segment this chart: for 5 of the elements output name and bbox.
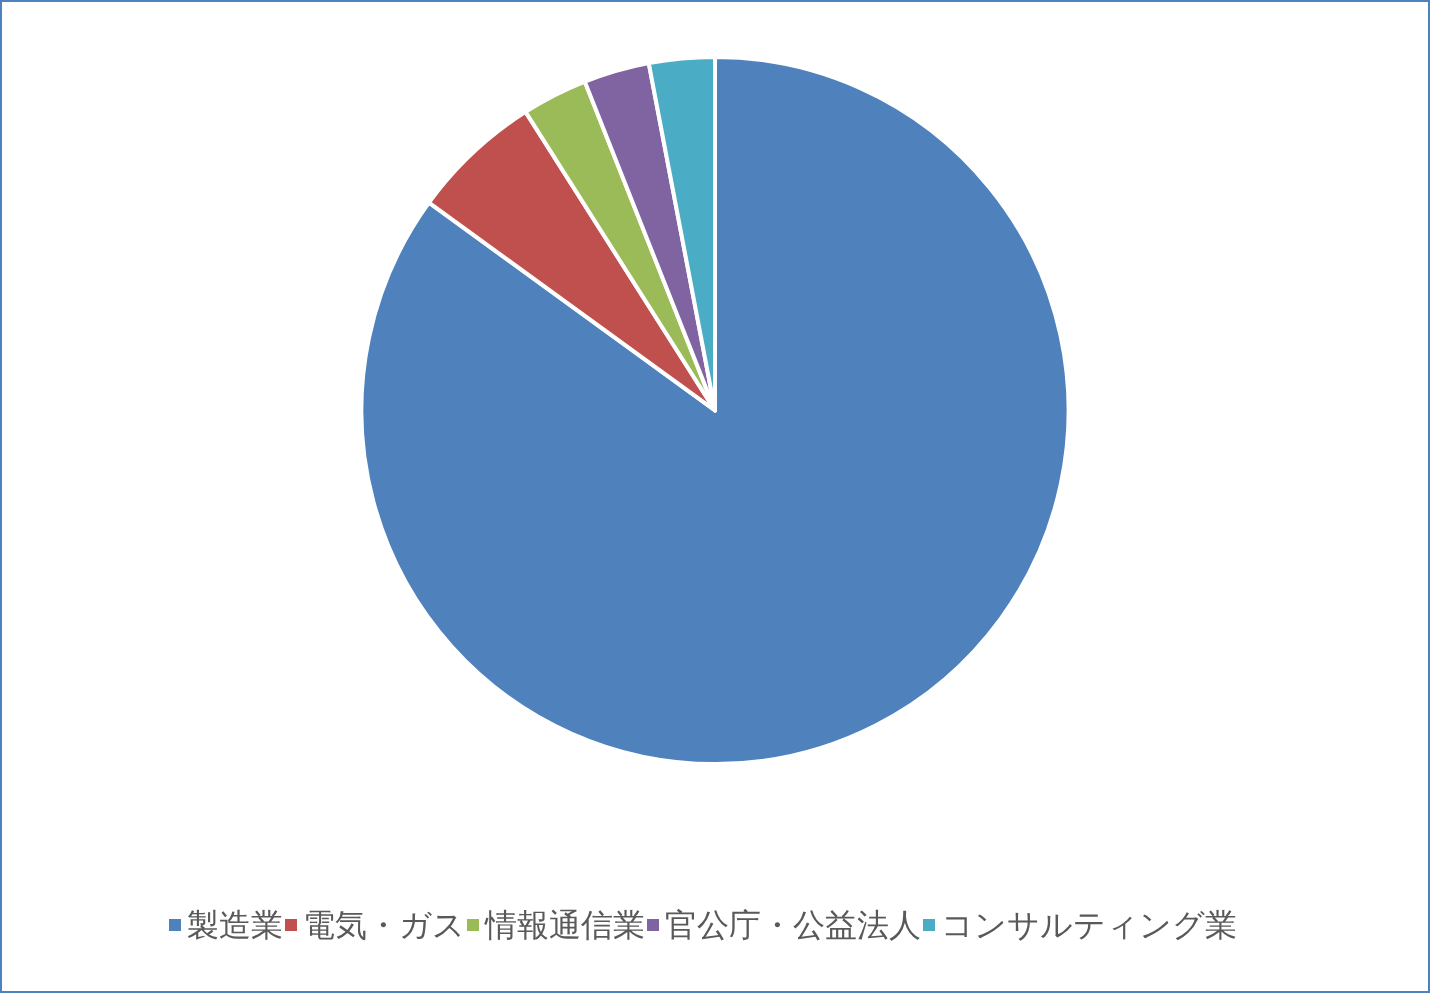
legend-label: 製造業 <box>187 906 283 944</box>
legend-label: コンサルティング業 <box>941 906 1237 944</box>
legend-label: 官公庁・公益法人 <box>665 906 921 944</box>
legend-label: 情報通信業 <box>484 906 645 944</box>
legend-label: 電気・ガス <box>303 906 465 944</box>
